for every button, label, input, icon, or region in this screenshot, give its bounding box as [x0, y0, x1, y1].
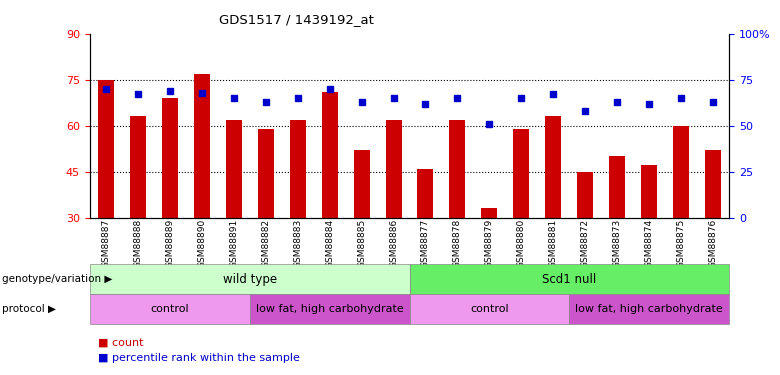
Bar: [98, 80, 114, 218]
Text: genotype/variation ▶: genotype/variation ▶: [2, 274, 112, 284]
Bar: [410, 294, 569, 324]
Bar: [161, 98, 178, 218]
Bar: [193, 74, 210, 217]
Bar: [385, 120, 402, 218]
Bar: [545, 116, 562, 218]
Text: GDS1517 / 1439192_at: GDS1517 / 1439192_at: [219, 13, 374, 26]
Text: Scd1 null: Scd1 null: [542, 273, 597, 286]
Bar: [410, 264, 729, 294]
Bar: [225, 120, 242, 218]
Bar: [641, 165, 658, 218]
Text: low fat, high carbohydrate: low fat, high carbohydrate: [256, 304, 403, 314]
Bar: [513, 129, 530, 217]
Bar: [257, 129, 274, 217]
Bar: [609, 156, 626, 218]
Bar: [90, 294, 250, 324]
Bar: [577, 172, 594, 217]
Text: ■ count: ■ count: [98, 338, 143, 348]
Bar: [673, 126, 690, 218]
Bar: [129, 116, 146, 218]
Text: wild type: wild type: [222, 273, 277, 286]
Bar: [481, 209, 498, 218]
Text: protocol ▶: protocol ▶: [2, 304, 55, 314]
Bar: [250, 294, 410, 324]
Bar: [321, 92, 338, 218]
Bar: [569, 294, 729, 324]
Bar: [417, 168, 434, 217]
Bar: [353, 150, 370, 217]
Bar: [90, 264, 410, 294]
Bar: [705, 150, 722, 217]
Text: control: control: [470, 304, 509, 314]
Text: control: control: [151, 304, 189, 314]
Bar: [449, 120, 466, 218]
Text: ■ percentile rank within the sample: ■ percentile rank within the sample: [98, 353, 300, 363]
Text: low fat, high carbohydrate: low fat, high carbohydrate: [576, 304, 723, 314]
Bar: [289, 120, 306, 218]
